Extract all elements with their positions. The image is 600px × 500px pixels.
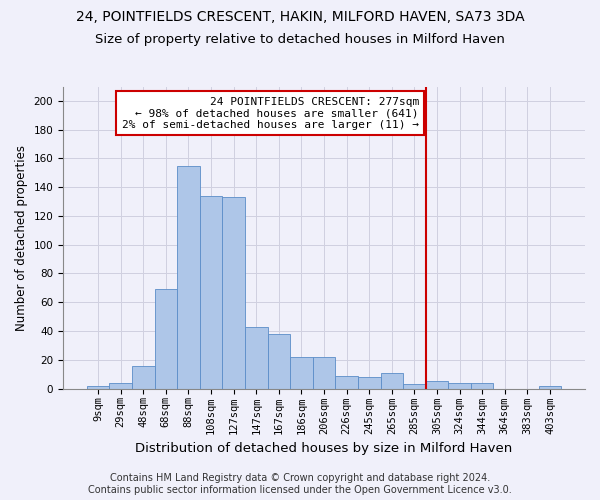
Bar [448, 383, 471, 388]
Y-axis label: Number of detached properties: Number of detached properties [15, 144, 28, 330]
Bar [539, 386, 561, 388]
X-axis label: Distribution of detached houses by size in Milford Haven: Distribution of detached houses by size … [136, 442, 512, 455]
Bar [87, 386, 109, 388]
Bar [380, 372, 403, 388]
Bar [268, 334, 290, 388]
Bar [245, 326, 268, 388]
Text: 24, POINTFIELDS CRESCENT, HAKIN, MILFORD HAVEN, SA73 3DA: 24, POINTFIELDS CRESCENT, HAKIN, MILFORD… [76, 10, 524, 24]
Bar [155, 290, 177, 388]
Bar [335, 376, 358, 388]
Bar [200, 196, 223, 388]
Bar [313, 357, 335, 388]
Bar [358, 377, 380, 388]
Bar [177, 166, 200, 388]
Bar [403, 384, 425, 388]
Bar [425, 382, 448, 388]
Text: Contains HM Land Registry data © Crown copyright and database right 2024.
Contai: Contains HM Land Registry data © Crown c… [88, 474, 512, 495]
Bar [223, 197, 245, 388]
Text: 24 POINTFIELDS CRESCENT: 277sqm
← 98% of detached houses are smaller (641)
2% of: 24 POINTFIELDS CRESCENT: 277sqm ← 98% of… [122, 96, 419, 130]
Bar [132, 366, 155, 388]
Bar [471, 383, 493, 388]
Bar [290, 357, 313, 388]
Bar [109, 383, 132, 388]
Text: Size of property relative to detached houses in Milford Haven: Size of property relative to detached ho… [95, 32, 505, 46]
